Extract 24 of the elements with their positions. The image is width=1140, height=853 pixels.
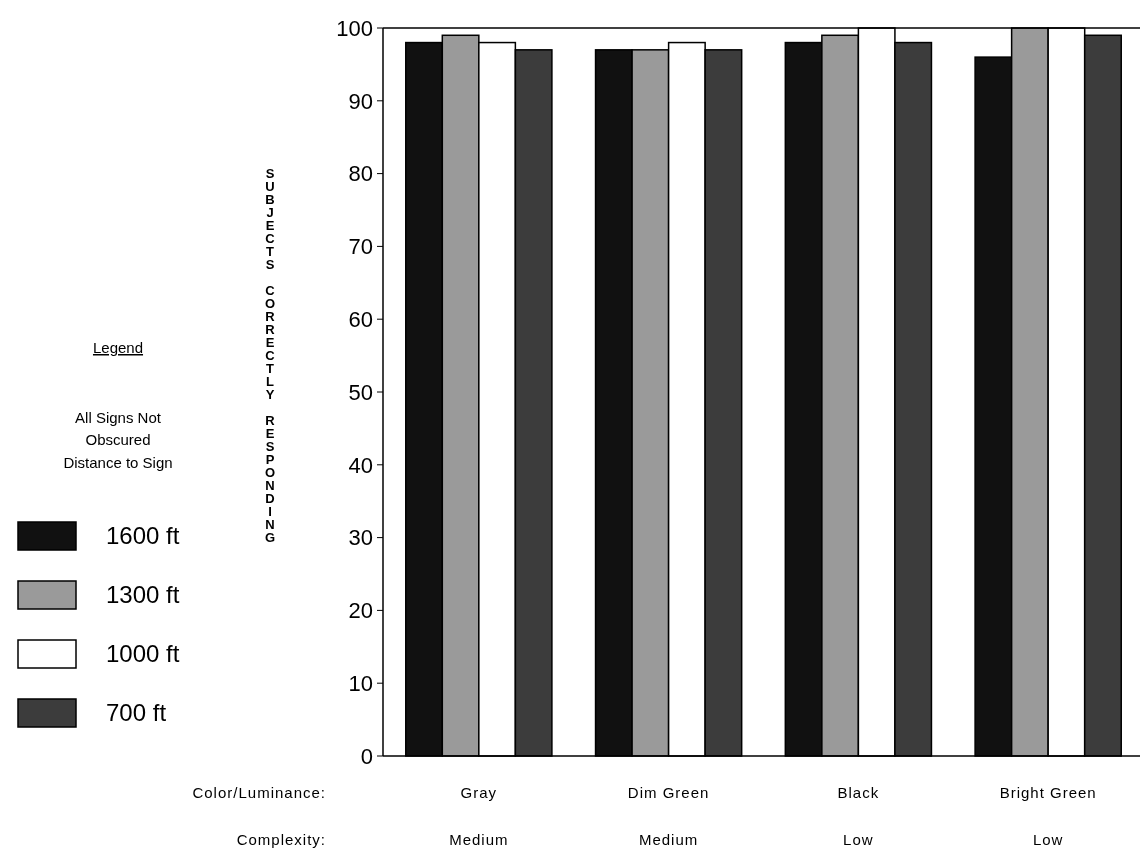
y-tick-label: 50 — [348, 379, 373, 405]
y-tick-label: 70 — [348, 234, 373, 260]
y-tick-label: 60 — [348, 306, 373, 332]
category-label: Black Low — [837, 784, 880, 848]
y-tick-label: 40 — [348, 452, 373, 478]
category-label: Bright Green Low — [999, 784, 1097, 848]
legend-title: Distance to Sign — [63, 454, 173, 471]
text: Legend — [92, 339, 144, 356]
y-tick-label: 100 — [336, 15, 373, 41]
legend-label: 1300 ft — [106, 581, 180, 609]
text: Color/Luminance: Complexity: — [192, 784, 326, 848]
y-tick-label: 10 — [348, 670, 373, 696]
category-label: Gray Medium — [449, 784, 509, 848]
y-tick-label: 80 — [348, 161, 373, 187]
text: All Signs Not Obscured — [75, 409, 162, 448]
legend-label: 1600 ft — [106, 522, 180, 550]
y-tick-label: 90 — [348, 88, 373, 114]
legend-label: 700 ft — [106, 699, 167, 727]
y-tick-label: 20 — [348, 598, 373, 624]
y-tick-label: 0 — [360, 743, 373, 769]
text: SUBJECTS CORRECTLY RESPONDING — [264, 166, 276, 545]
category-label: Dim Green Medium — [627, 784, 710, 848]
legend-label: 1000 ft — [106, 640, 180, 668]
y-tick-label: 30 — [348, 525, 373, 551]
